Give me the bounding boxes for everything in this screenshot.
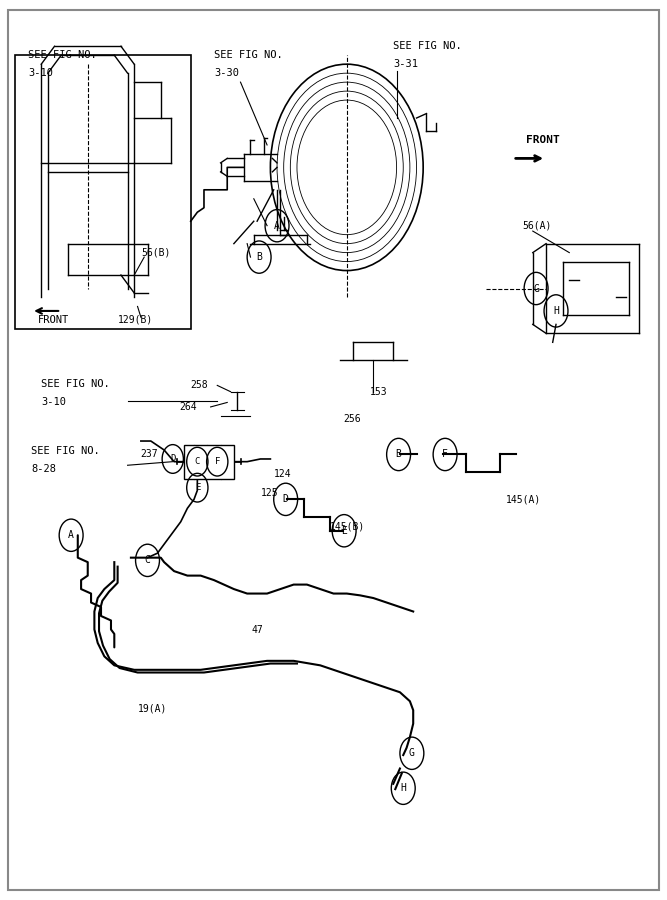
Text: B: B (256, 252, 262, 262)
Text: 19(A): 19(A) (137, 703, 167, 713)
Text: H: H (400, 783, 406, 793)
Text: SEE FIG NO.: SEE FIG NO. (394, 40, 462, 50)
Text: 129(B): 129(B) (117, 315, 153, 325)
Text: 56(B): 56(B) (141, 248, 170, 257)
Text: D: D (170, 454, 175, 464)
Text: G: G (533, 284, 539, 293)
Text: 3-10: 3-10 (41, 397, 66, 407)
Text: A: A (68, 530, 74, 540)
Text: 145(B): 145(B) (330, 521, 366, 531)
Text: E: E (195, 483, 200, 492)
Text: 125: 125 (260, 488, 278, 498)
Text: 145(A): 145(A) (506, 494, 542, 504)
Text: F: F (215, 457, 220, 466)
Text: SEE FIG NO.: SEE FIG NO. (28, 50, 97, 59)
FancyBboxPatch shape (184, 445, 234, 479)
Text: 153: 153 (370, 387, 388, 397)
Text: F: F (442, 449, 448, 460)
Text: 237: 237 (140, 449, 157, 460)
Text: FRONT: FRONT (526, 136, 560, 146)
Text: A: A (274, 220, 280, 230)
Text: SEE FIG NO.: SEE FIG NO. (41, 379, 110, 389)
Text: C: C (195, 457, 200, 466)
Text: 264: 264 (179, 402, 197, 412)
Text: SEE FIG NO.: SEE FIG NO. (214, 50, 283, 59)
Text: E: E (342, 526, 347, 536)
Text: 3-10: 3-10 (28, 68, 53, 77)
Text: FRONT: FRONT (38, 315, 69, 325)
Text: 124: 124 (273, 469, 291, 479)
Text: B: B (396, 449, 402, 460)
Text: H: H (553, 306, 559, 316)
Text: SEE FIG NO.: SEE FIG NO. (31, 446, 100, 456)
Text: 56(A): 56(A) (523, 220, 552, 230)
Text: 258: 258 (191, 381, 208, 391)
FancyBboxPatch shape (15, 55, 191, 328)
Text: 3-31: 3-31 (394, 58, 418, 68)
Text: 47: 47 (251, 625, 263, 635)
Text: 3-30: 3-30 (214, 68, 239, 77)
Text: 8-28: 8-28 (31, 464, 56, 474)
Text: 256: 256 (344, 414, 361, 424)
Text: G: G (409, 748, 415, 759)
Text: C: C (145, 555, 151, 565)
Text: D: D (283, 494, 289, 504)
